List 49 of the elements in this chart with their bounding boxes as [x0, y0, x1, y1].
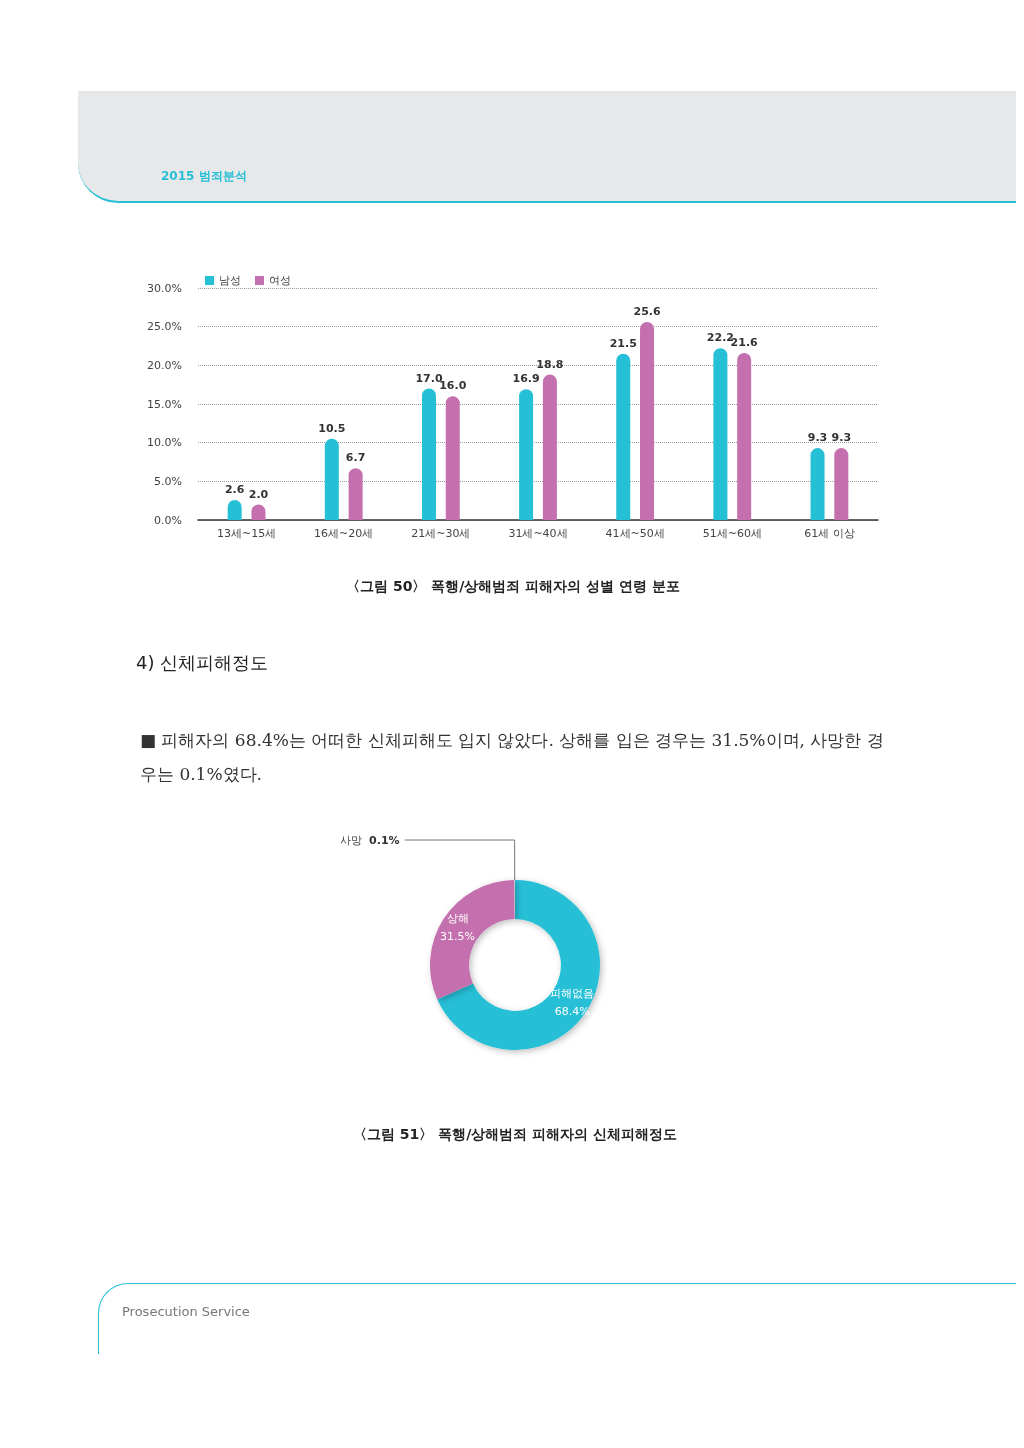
x-tick-label: 41세~50세 [605, 527, 665, 540]
bar [519, 389, 534, 520]
y-tick-label: 0.0% [154, 513, 182, 527]
bar [713, 348, 728, 520]
data-label: 16.9 [512, 372, 540, 386]
y-tick-label: 5.0% [154, 474, 182, 488]
text: 2015 범죄분석 [161, 168, 247, 185]
text: ■ 피해자의 68.4%는 어떠한 신체피해도 입지 않았다. 상해를 입은 경우는 31.5%이며, 사망한 경우는 0.1%였다. [140, 729, 885, 786]
y-tick-label: 10.0% [147, 436, 182, 450]
bar [445, 396, 460, 520]
data-label: 9.3 [831, 431, 852, 445]
bar [640, 322, 655, 520]
data-label: 2.6 [224, 482, 245, 496]
bar [542, 374, 557, 520]
data-label: 21.5 [609, 336, 637, 350]
data-label: 31.5% [440, 930, 476, 944]
bar [324, 438, 339, 520]
x-tick-label: 13세~15세 [216, 527, 277, 540]
legend-label: 여성 [269, 274, 291, 287]
y-tick-label: 20.0% [147, 358, 182, 372]
text: Prosecution Service [122, 1304, 250, 1319]
data-label: 6.7 [345, 451, 366, 465]
bar [348, 468, 363, 520]
x-tick-label: 31세~40세 [508, 527, 568, 540]
text: 〈그림 51〉 폭행/상해범죄 피해자의 신체피해정도 [351, 1126, 679, 1144]
slice-label: 상해 [446, 912, 469, 926]
x-tick-label: 51세~60세 [702, 527, 762, 540]
bar [810, 448, 825, 520]
bar [737, 352, 752, 520]
y-tick-label: 25.0% [147, 320, 182, 334]
data-label: 18.8 [536, 357, 564, 371]
slice-label: 사망 [340, 833, 363, 847]
y-tick-label: 15.0% [147, 397, 182, 411]
bar [616, 353, 631, 520]
data-label: 10.5 [318, 421, 346, 435]
x-tick-label: 21세~30세 [411, 527, 471, 540]
text: 〈그림 50〉 폭행/상해범죄 피해자의 성별 연령 분포 [345, 578, 681, 596]
slice-label: 피해없음 [550, 986, 595, 1000]
bar [834, 448, 849, 520]
data-label: 0.1% [369, 833, 400, 847]
data-label: 9.3 [807, 431, 828, 445]
legend-label: 남성 [219, 274, 241, 287]
x-tick-label: 16세~20세 [314, 527, 374, 540]
text: 4) 신체피해정도 [136, 651, 269, 675]
data-label: 2.0 [248, 487, 269, 501]
x-tick-label: 61세 이상 [804, 527, 855, 540]
y-tick-label: 30.0% [147, 281, 182, 295]
data-label: 25.6 [633, 305, 661, 319]
bar [421, 388, 436, 520]
